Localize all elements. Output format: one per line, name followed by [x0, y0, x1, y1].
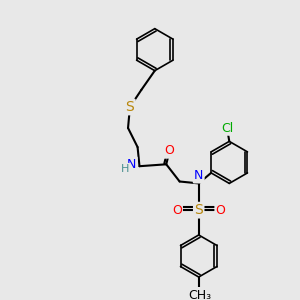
Text: O: O — [172, 204, 182, 217]
Text: Cl: Cl — [221, 122, 233, 134]
Text: O: O — [164, 144, 174, 158]
Text: N: N — [194, 169, 203, 182]
Text: S: S — [194, 203, 203, 217]
Text: CH₃: CH₃ — [188, 289, 211, 300]
Text: N: N — [127, 158, 136, 171]
Text: O: O — [216, 204, 226, 217]
Text: H: H — [121, 164, 129, 174]
Text: S: S — [126, 100, 134, 114]
